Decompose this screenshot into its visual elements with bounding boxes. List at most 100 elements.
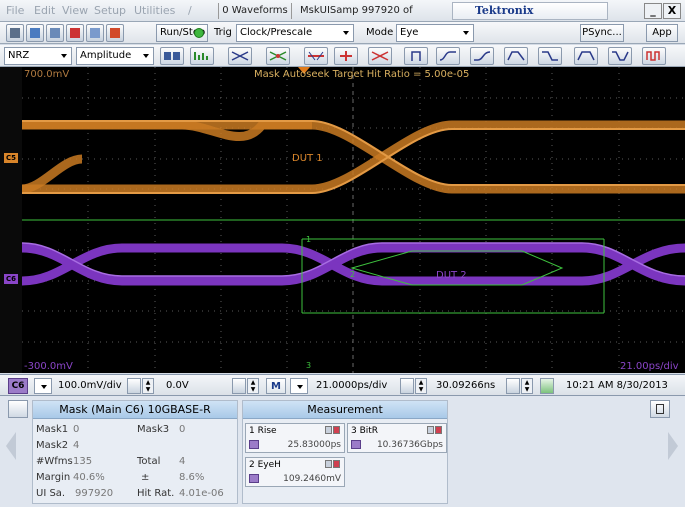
horizontal-scale-value[interactable]: 21.0000ps/div — [316, 380, 388, 391]
print-icon[interactable] — [6, 24, 24, 42]
default-setup-icon[interactable] — [106, 24, 124, 42]
channel-marker-strip: C5 C6 — [0, 67, 22, 373]
meas-period-icon[interactable] — [504, 47, 528, 65]
c6-ground-marker[interactable]: C6 — [4, 274, 18, 284]
meas-crossing-icon[interactable] — [266, 47, 290, 65]
meas-histogram-icon[interactable] — [190, 47, 214, 65]
keypad-icon[interactable] — [400, 378, 414, 394]
margin-value: 40.6% — [73, 472, 105, 483]
menu-setup[interactable]: Setup — [94, 4, 127, 17]
panel-menu-icon[interactable] — [8, 400, 28, 418]
wfms-key: #Wfms — [36, 456, 73, 467]
chevron-down-icon — [343, 31, 349, 35]
mask-panel: Mask (Main C6) 10GBASE-R Mask1 0 Mask3 0… — [32, 400, 238, 504]
measurement-settings-icon[interactable] — [324, 460, 340, 469]
measurement-panel: Measurement 1 Rise 25.83000ps 3 BitR 10.… — [242, 400, 448, 504]
main-timebase-button[interactable]: M — [266, 378, 286, 394]
menu-file[interactable]: File — [6, 4, 25, 17]
clear-data-icon[interactable] — [66, 24, 84, 42]
menu-edit[interactable]: Edit — [34, 4, 56, 17]
mode-label: Mode — [366, 27, 394, 38]
mask-marker-1: 1 — [306, 235, 312, 244]
measurement-bitrate[interactable]: 3 BitR 10.36736Gbps — [347, 423, 447, 453]
mask3-key: Mask3 — [137, 424, 170, 435]
menu-view[interactable]: View — [62, 4, 89, 17]
measurement-settings-icon[interactable] — [426, 426, 442, 435]
horizontal-scale-spinner[interactable]: ▲ ▼ — [415, 378, 427, 394]
vertical-scale-spinner[interactable]: ▲ ▼ — [142, 378, 154, 394]
app-button[interactable]: App — [646, 24, 678, 42]
mask-panel-title: Mask (Main C6) 10GBASE-R — [33, 401, 237, 419]
measurement-eye-height-label: 2 EyeH — [249, 460, 281, 470]
chevron-down-icon — [297, 385, 303, 389]
main-toolbar: Run/Stop Trig Clock/Prescale Mode Eye PS… — [0, 22, 685, 44]
measurement-eye-height[interactable]: 2 EyeH 109.2460mV — [245, 457, 345, 487]
trigger-source-select[interactable]: Clock/Prescale — [236, 24, 354, 42]
ui-samples-key: UI Sa. — [36, 488, 66, 499]
timebase-dropdown[interactable] — [290, 378, 308, 394]
readout-panel: Mask (Main C6) 10GBASE-R Mask1 0 Mask3 0… — [0, 396, 685, 507]
c5-ground-marker[interactable]: C5 — [4, 153, 18, 163]
meas-width-icon[interactable] — [538, 47, 562, 65]
close-button[interactable]: X — [663, 3, 681, 19]
psync-button[interactable]: PSync... — [580, 24, 624, 42]
mask1-value: 0 — [73, 424, 80, 435]
meas-jitter-icon[interactable] — [334, 47, 358, 65]
autoset-icon[interactable] — [46, 24, 64, 42]
meas-params-icon[interactable] — [160, 47, 184, 65]
scroll-right-icon[interactable] — [668, 432, 678, 460]
scroll-left-icon[interactable] — [6, 432, 16, 460]
measurement-bitrate-label: 3 BitR — [351, 426, 379, 436]
keypad-icon[interactable] — [232, 378, 246, 394]
channel-selector-button[interactable]: C6 — [8, 378, 28, 394]
measurement-rise-value: 25.83000ps — [287, 440, 341, 450]
status-icon[interactable] — [540, 378, 554, 394]
timebase-label: 21.00ps/div — [620, 361, 679, 372]
channel-dropdown[interactable] — [34, 378, 52, 394]
brand-logo: Tektronix — [452, 2, 608, 20]
measurement-type-select[interactable]: Amplitude — [76, 47, 154, 65]
meas-fall-icon[interactable] — [470, 47, 494, 65]
menu-overflow[interactable]: / — [188, 4, 192, 17]
copy-icon[interactable] — [650, 400, 670, 418]
waveform-count: 0 Waveforms — [218, 3, 292, 19]
mask-polygons — [301, 238, 605, 314]
meas-rise-icon[interactable] — [436, 47, 460, 65]
meas-eye-width-icon[interactable] — [304, 47, 328, 65]
channel-badge-icon — [249, 474, 259, 483]
horizontal-position-value[interactable]: 30.09266ns — [436, 380, 496, 391]
minimize-button[interactable]: _ — [644, 3, 662, 19]
meas-eye-cross-icon[interactable] — [228, 47, 252, 65]
keypad-icon[interactable] — [127, 378, 141, 394]
menu-utilities[interactable]: Utilities — [134, 4, 176, 17]
meas-duty-icon[interactable] — [574, 47, 598, 65]
wfms-value: 135 — [73, 456, 93, 467]
meas-pulse-icon[interactable] — [404, 47, 428, 65]
encoding-select[interactable]: NRZ — [4, 47, 72, 65]
measurement-toolbar: NRZ Amplitude — [0, 45, 685, 67]
waveform-display[interactable]: 700.0mV Mask Autoseek Target Hit Ratio =… — [22, 67, 685, 373]
acquisition-status: MskUISamp 997920 of 1000000 — [300, 5, 413, 32]
offset-value[interactable]: 0.0V — [166, 380, 189, 391]
menu-bar: File Edit View Setup Utilities / 0 Wavef… — [0, 0, 685, 32]
margin-key: Margin — [36, 472, 71, 483]
chevron-down-icon — [41, 385, 47, 389]
keypad-icon[interactable] — [506, 378, 520, 394]
hit-ratio-value: 4.01e-06 — [179, 488, 224, 499]
save-icon[interactable] — [26, 24, 44, 42]
offset-spinner[interactable]: ▲ ▼ — [247, 378, 259, 394]
mask1-key: Mask1 — [36, 424, 69, 435]
measurement-settings-icon[interactable] — [324, 426, 340, 435]
run-stop-button[interactable]: Run/Stop — [156, 24, 208, 42]
mode-select[interactable]: Eye — [396, 24, 474, 42]
meas-cycle-icon[interactable] — [642, 47, 666, 65]
scope-icon[interactable] — [86, 24, 104, 42]
horizontal-position-spinner[interactable]: ▲ ▼ — [521, 378, 533, 394]
dut1-label: DUT 1 — [292, 153, 323, 164]
measurement-rise-label: 1 Rise — [249, 426, 277, 436]
vertical-scale-value[interactable]: 100.0mV/div — [58, 380, 122, 391]
measurement-rise[interactable]: 1 Rise 25.83000ps — [245, 423, 345, 453]
meas-freq-icon[interactable] — [608, 47, 632, 65]
meas-eye-height-icon[interactable] — [368, 47, 392, 65]
dut1-eye-traces — [22, 120, 685, 194]
